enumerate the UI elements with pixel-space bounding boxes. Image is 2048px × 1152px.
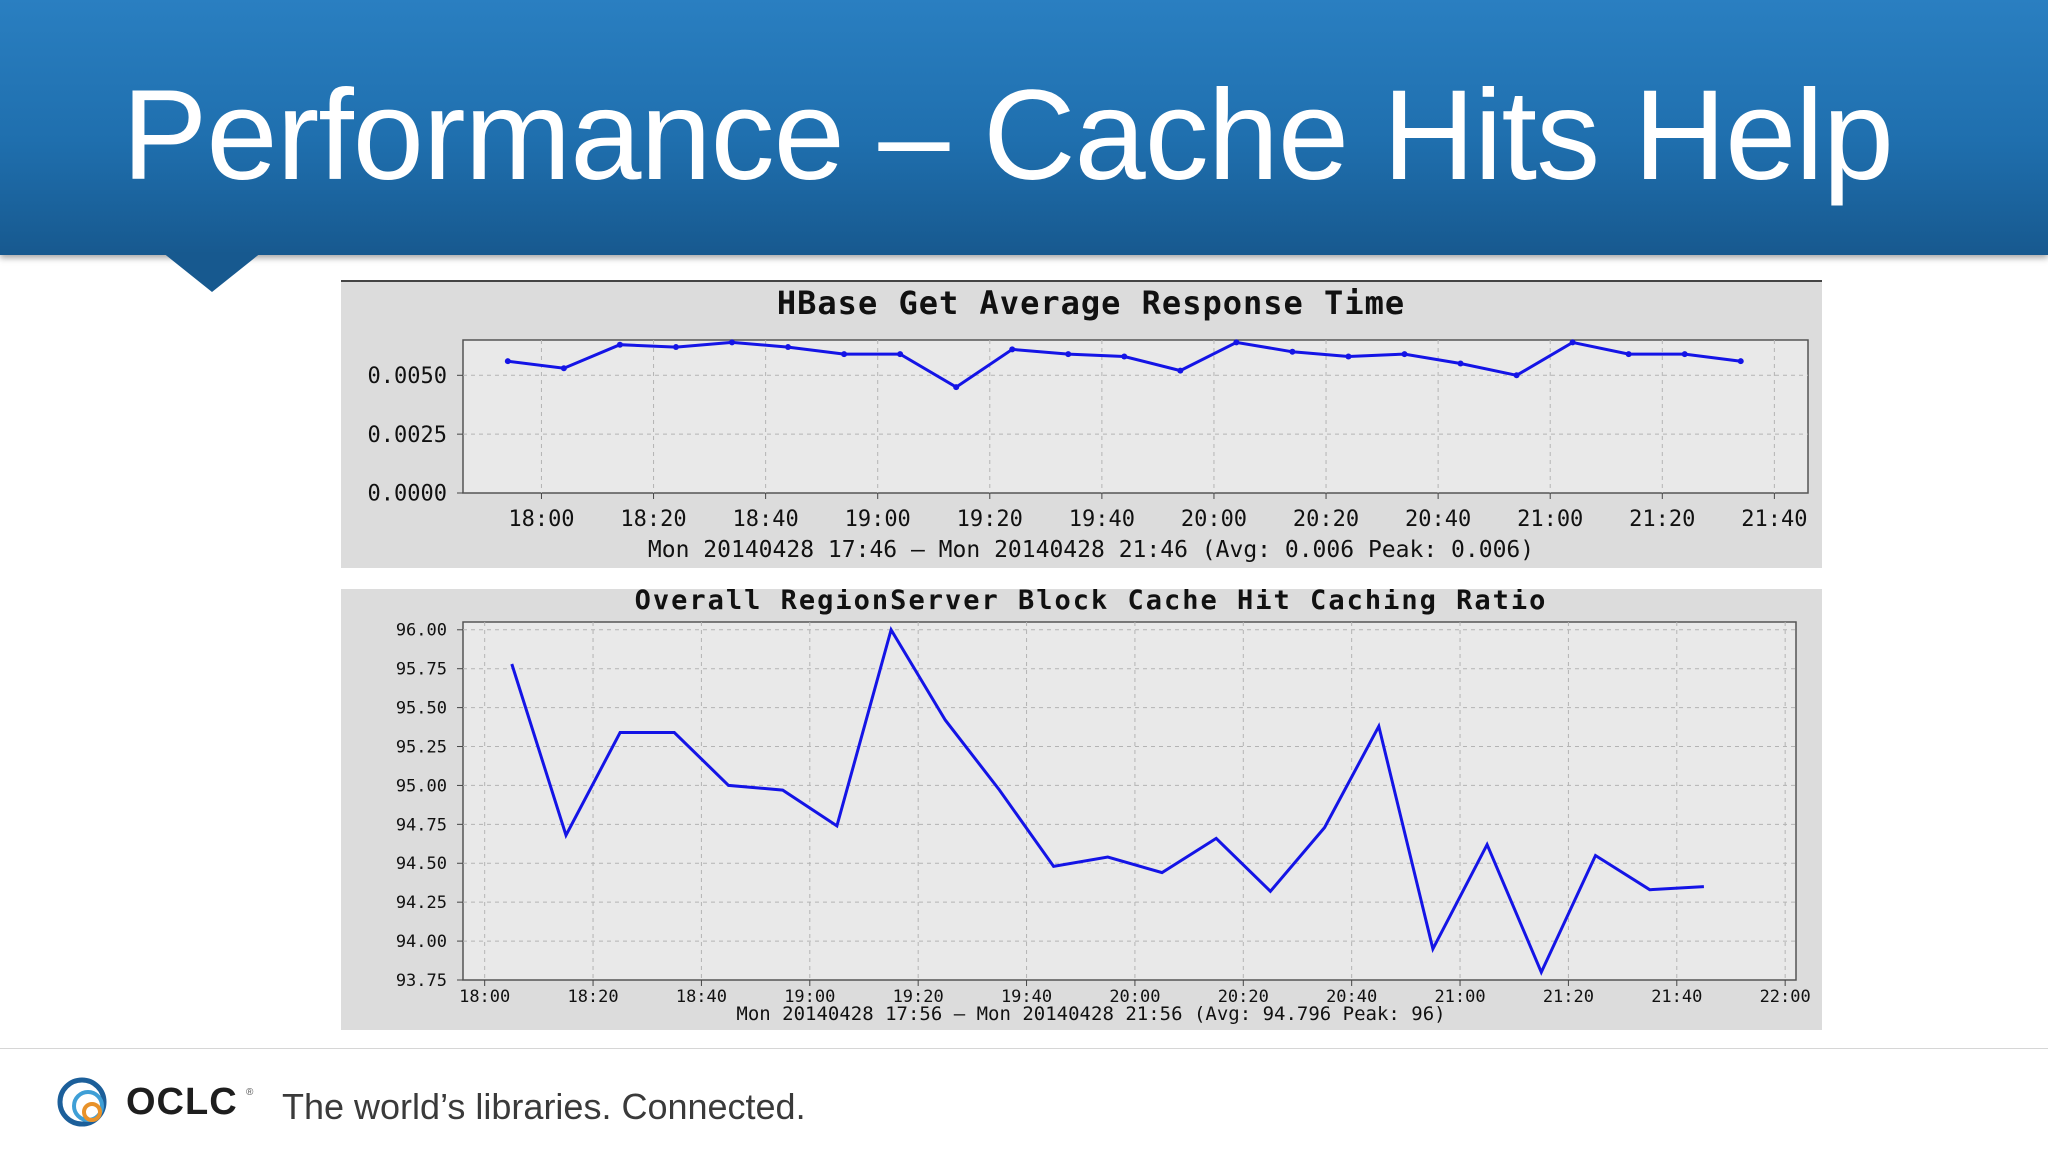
footer-divider	[0, 1048, 2048, 1049]
data-point	[1569, 339, 1576, 346]
data-point	[897, 351, 904, 358]
x-tick-label: 20:40	[1405, 507, 1471, 532]
data-point	[1233, 339, 1240, 346]
y-tick-label: 94.25	[396, 893, 447, 913]
data-point	[729, 339, 735, 346]
x-tick-label: 20:20	[1293, 507, 1359, 532]
x-tick-label: 21:20	[1543, 987, 1594, 1007]
x-tick-label: 19:00	[845, 507, 911, 532]
x-tick-label: 21:20	[1629, 507, 1695, 532]
data-point	[504, 358, 511, 365]
data-point	[1513, 372, 1520, 379]
x-tick-label: 22:00	[1760, 987, 1811, 1007]
y-tick-label: 96.00	[396, 621, 447, 641]
cache-hit-ratio-chart: Overall RegionServer Block Cache Hit Cac…	[341, 589, 1822, 1030]
x-tick-label: 20:00	[1181, 507, 1247, 532]
data-point	[1737, 358, 1744, 365]
data-point	[1009, 346, 1016, 353]
chart-title: HBase Get Average Response Time	[777, 284, 1405, 322]
data-point	[953, 384, 960, 391]
y-tick-label: 95.25	[396, 737, 447, 757]
oclc-logo-icon	[57, 1077, 107, 1127]
y-tick-label: 95.75	[396, 660, 447, 680]
cache-hit-ratio-chart-svg: Overall RegionServer Block Cache Hit Cac…	[396, 589, 1811, 1025]
x-tick-label: 21:40	[1741, 507, 1807, 532]
x-tick-label: 19:20	[957, 507, 1023, 532]
x-tick-label: 20:00	[1109, 987, 1160, 1007]
data-point	[1065, 351, 1072, 358]
x-tick-label: 21:40	[1651, 987, 1702, 1007]
data-point	[1625, 351, 1632, 358]
data-point	[1457, 360, 1464, 367]
series-line	[510, 626, 1704, 976]
y-tick-label: 95.50	[396, 699, 447, 719]
y-tick-label: 93.75	[396, 971, 447, 991]
data-point	[1681, 351, 1688, 358]
x-tick-label: 19:40	[1001, 987, 1052, 1007]
x-tick-label: 20:40	[1326, 987, 1377, 1007]
y-tick-label: 0.0050	[368, 364, 447, 389]
data-point	[1289, 348, 1296, 355]
y-tick-label: 94.00	[396, 932, 447, 952]
x-tick-label: 20:20	[1218, 987, 1269, 1007]
x-tick-label: 19:40	[1069, 507, 1135, 532]
data-point	[672, 344, 679, 351]
response-time-chart-svg: HBase Get Average Response Time 18:00 18:2…	[368, 284, 1809, 563]
data-point	[841, 351, 848, 358]
x-tick-label: 18:00	[459, 987, 510, 1007]
x-tick-label: 18:40	[676, 987, 727, 1007]
y-tick-label: 94.75	[396, 815, 447, 835]
data-point	[785, 344, 792, 351]
data-point	[1121, 353, 1128, 360]
x-tick-label: 18:40	[733, 507, 799, 532]
y-tick-label: 0.0000	[368, 482, 447, 507]
oclc-logo-text: OCLC	[126, 1081, 238, 1123]
x-tick-label: 18:20	[620, 507, 686, 532]
response-time-chart: HBase Get Average Response Time 18:00 18:2…	[341, 280, 1822, 568]
x-tick-label: 19:00	[784, 987, 835, 1007]
chart-subtitle: Mon 20140428 17:46 – Mon 20140428 21:46 …	[648, 537, 1534, 563]
y-tick-label: 94.50	[396, 854, 447, 874]
data-point	[560, 365, 567, 372]
x-tick-label: 21:00	[1434, 987, 1485, 1007]
x-tick-label: 21:00	[1517, 507, 1583, 532]
data-point	[616, 341, 623, 348]
footer-tagline: The world’s libraries. Connected.	[282, 1086, 806, 1127]
y-tick-label: 95.00	[396, 776, 447, 796]
slide-title: Performance – Cache Hits Help	[122, 64, 1894, 207]
chart-subtitle: Mon 20140428 17:56 – Mon 20140428 21:56 …	[736, 1003, 1445, 1025]
title-banner-pointer	[162, 252, 262, 292]
data-point	[1401, 351, 1408, 358]
x-tick-label: 18:20	[567, 987, 618, 1007]
data-point	[1177, 367, 1184, 374]
x-tick-label: 19:20	[893, 987, 944, 1007]
y-tick-label: 0.0025	[368, 423, 447, 448]
data-point	[1345, 353, 1352, 360]
plot-area	[462, 621, 1797, 981]
chart-title: Overall RegionServer Block Cache Hit Cac…	[635, 589, 1548, 616]
plot-area	[462, 339, 1809, 494]
x-tick-label: 18:00	[508, 507, 574, 532]
title-banner	[0, 0, 2048, 255]
registered-mark: ®	[246, 1087, 254, 1098]
